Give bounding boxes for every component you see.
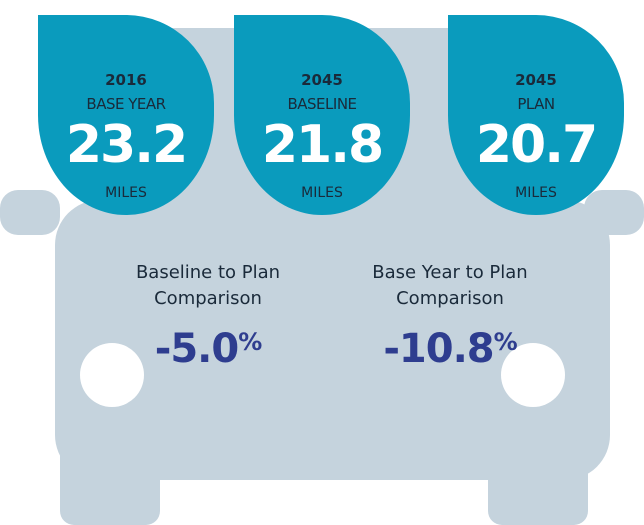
year: 2045 [301, 71, 343, 89]
year: 2045 [515, 71, 557, 89]
drop: 2045 PLAN 20.7 MILES [448, 15, 624, 215]
number: -5.0 [154, 326, 239, 372]
unit: MILES [301, 185, 343, 201]
comparison: Baseline to Plan Comparison -5.0% [88, 260, 328, 372]
comparison-value: -10.8% [330, 326, 570, 372]
unit: % [493, 328, 518, 356]
value: 23.2 [65, 115, 188, 175]
unit: MILES [515, 185, 557, 201]
comparison: Base Year to Plan Comparison -10.8% [330, 260, 570, 372]
unit: MILES [105, 185, 147, 201]
drop: 2016 BASE YEAR 23.2 MILES [38, 15, 214, 215]
label: PLAN [517, 95, 555, 113]
value: 21.8 [261, 115, 384, 175]
value: 20.7 [475, 115, 598, 175]
label: BASE YEAR [86, 95, 166, 113]
comparison-label: Comparison [396, 288, 504, 309]
unit: % [238, 328, 262, 356]
comparison-label: Base Year to Plan [372, 262, 528, 283]
comparison-label: Comparison [154, 288, 262, 309]
label: BASELINE [287, 95, 357, 113]
comparison-label: Baseline to Plan [135, 262, 281, 283]
number: -10.8 [383, 326, 494, 372]
drop: 2045 BASELINE 21.8 MILES [234, 15, 410, 215]
comparison-value: -5.0% [88, 326, 328, 372]
year: 2016 [105, 71, 147, 89]
